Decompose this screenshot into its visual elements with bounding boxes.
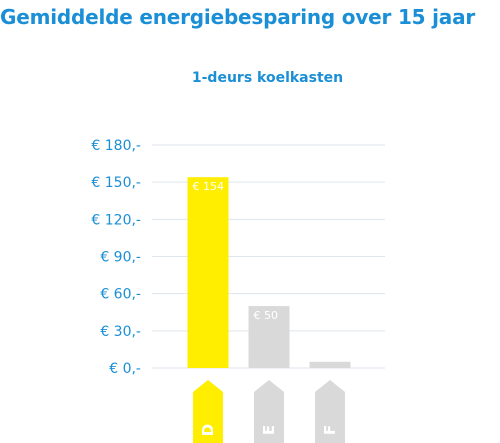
energy-label-letter: F bbox=[321, 425, 339, 435]
chart-subtitle: 1-deurs koelkasten bbox=[191, 70, 344, 86]
y-tick-label: € 60,- bbox=[100, 287, 141, 303]
y-axis-ticks: € 0,- € 30,- € 60,- € 90,- € 120,- € 150,- € 1… bbox=[91, 138, 141, 377]
bar-D bbox=[187, 177, 229, 368]
energy-labels: D E F bbox=[193, 380, 345, 443]
y-tick-label: € 0,- bbox=[109, 361, 141, 377]
bar-value-label: € 154 bbox=[193, 180, 225, 193]
bar-E bbox=[248, 306, 290, 368]
bar-value-label: € 50 bbox=[254, 309, 279, 322]
energy-label-letter: D bbox=[199, 424, 217, 436]
bar-F bbox=[309, 361, 351, 368]
y-tick-label: € 30,- bbox=[100, 324, 141, 340]
energy-label-E bbox=[254, 380, 284, 443]
energy-label-D bbox=[193, 380, 223, 443]
energy-label-letter: E bbox=[260, 425, 278, 435]
y-tick-label: € 180,- bbox=[91, 138, 141, 154]
bars: € 154 € 50 bbox=[187, 177, 351, 368]
chart-title: Gemiddelde energiebesparing over 15 jaar bbox=[0, 5, 476, 29]
y-tick-label: € 90,- bbox=[100, 250, 141, 266]
y-tick-label: € 150,- bbox=[91, 175, 141, 191]
y-tick-label: € 120,- bbox=[91, 212, 141, 228]
energy-label-F bbox=[315, 380, 345, 443]
